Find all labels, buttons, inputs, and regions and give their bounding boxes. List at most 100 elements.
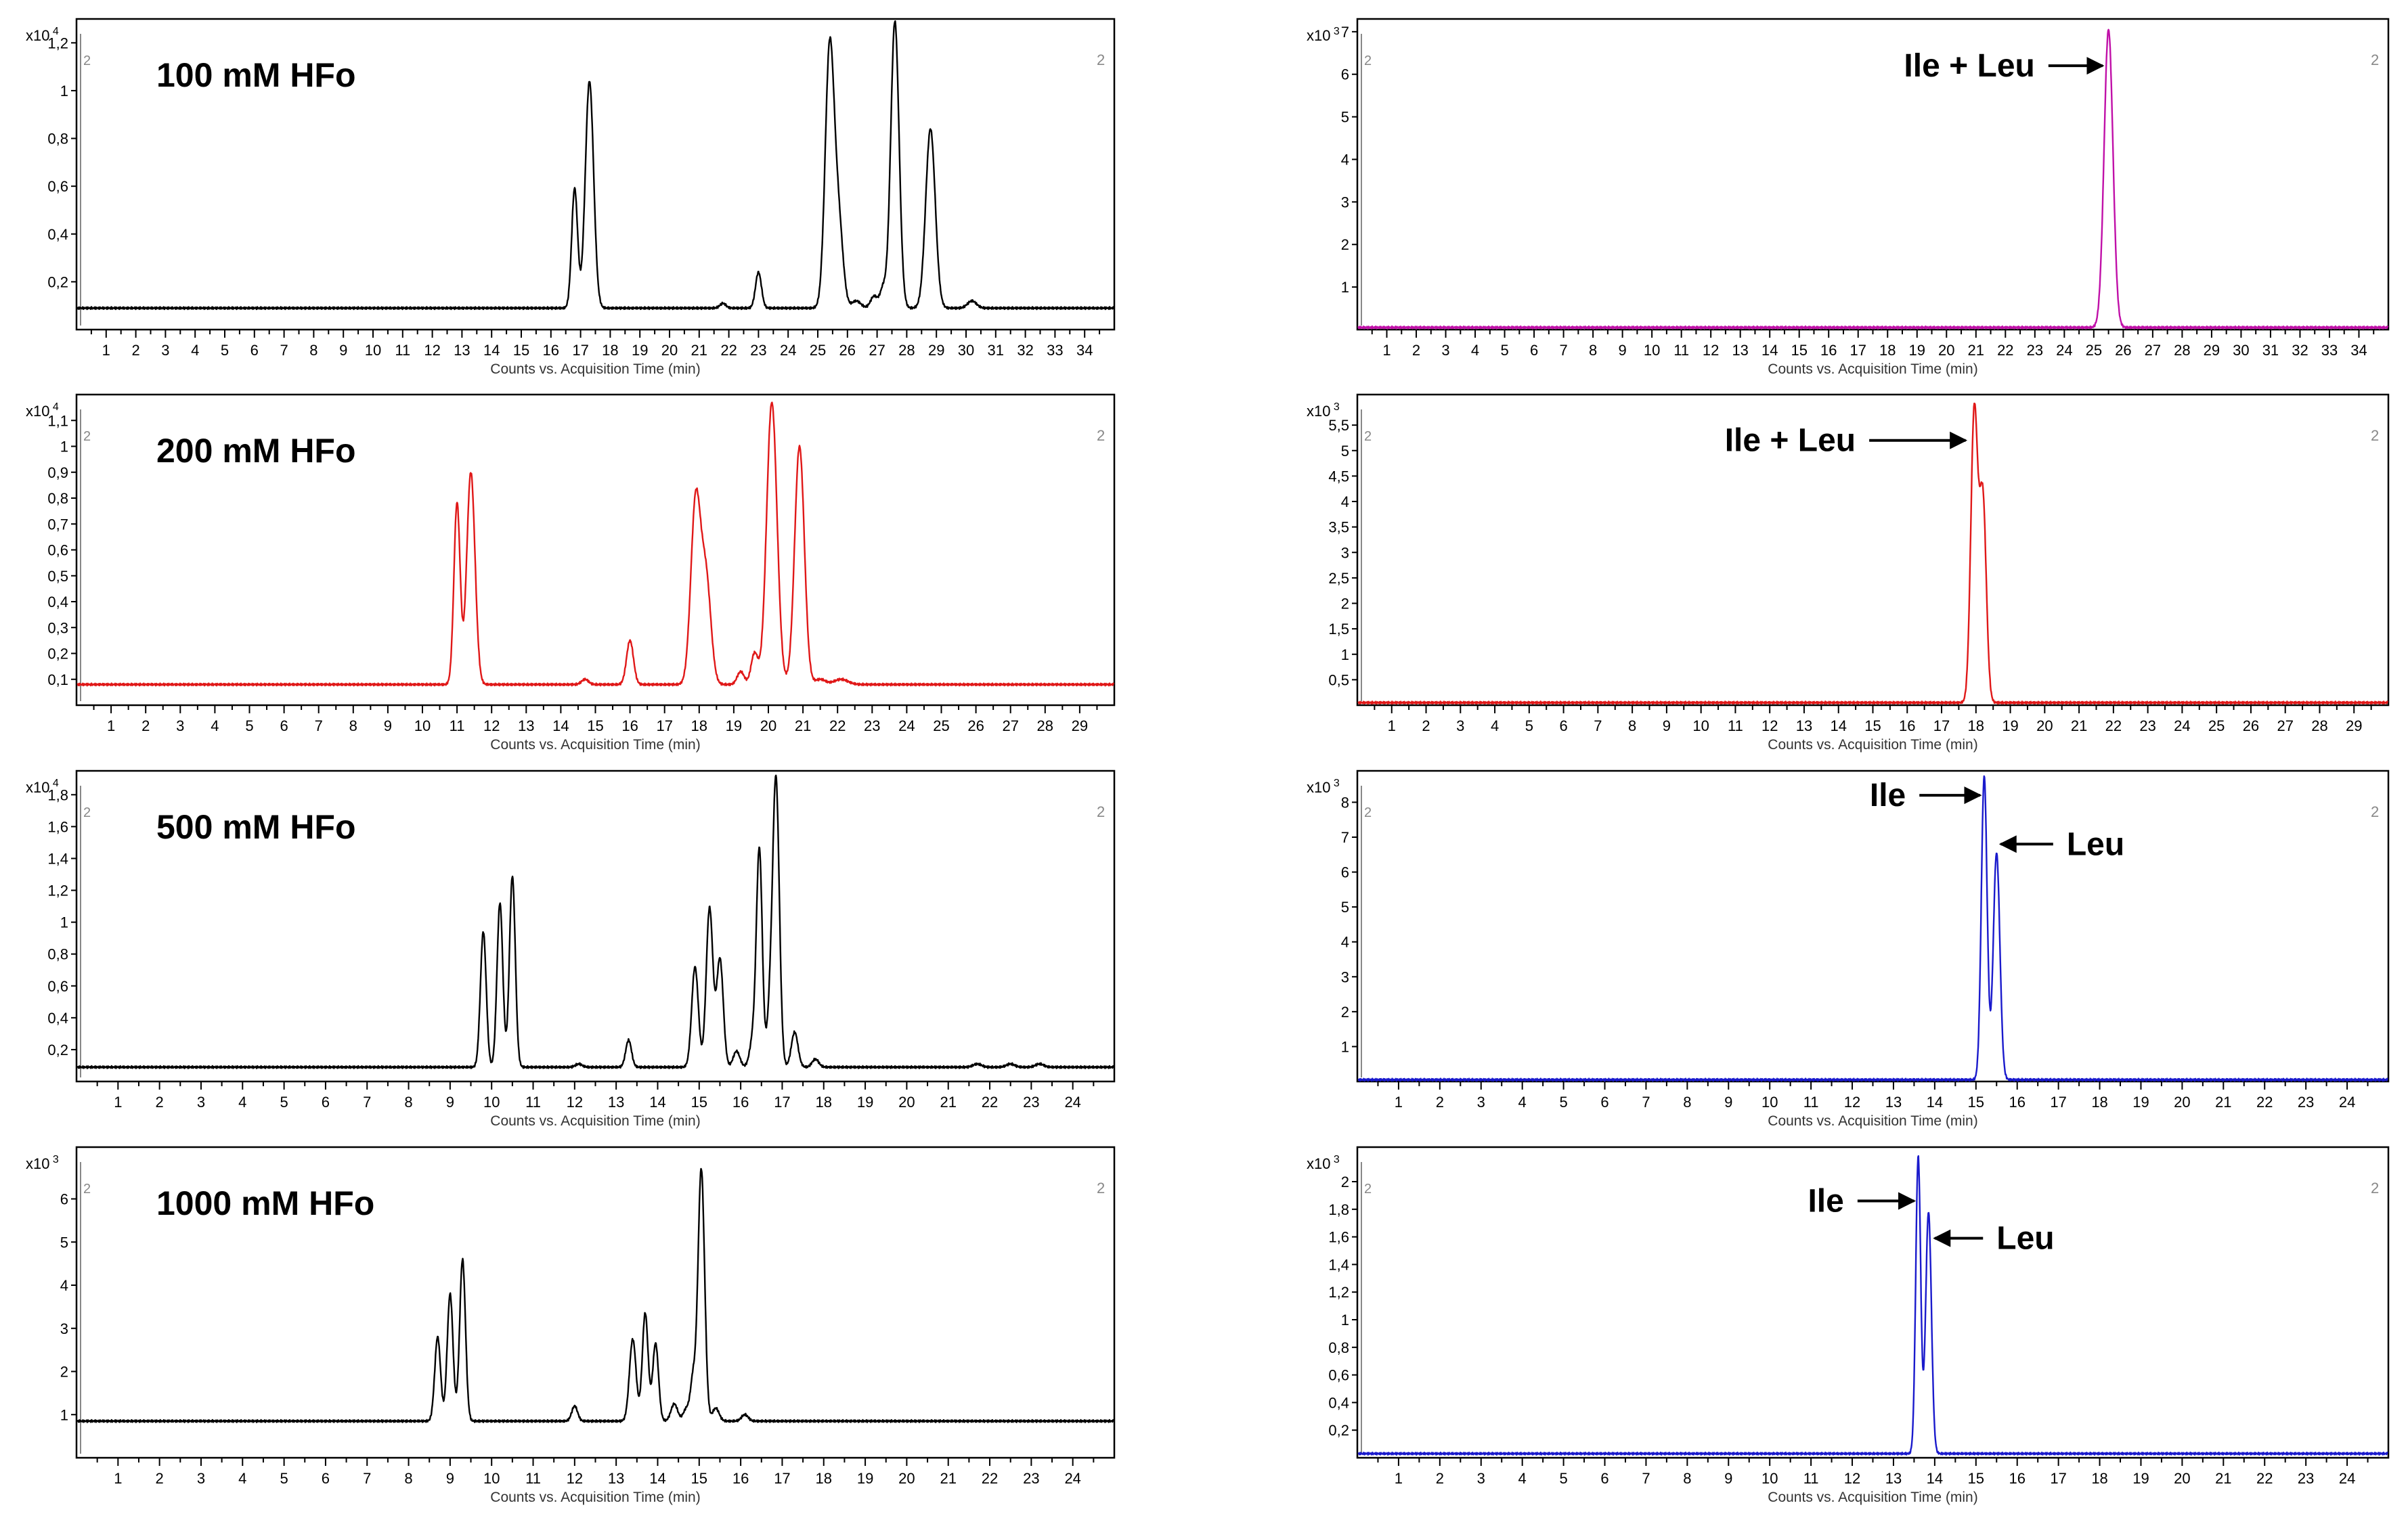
peak-annotation: Ile + Leu	[1725, 423, 1856, 459]
x-tick-label: 22	[2256, 1470, 2273, 1487]
x-tick-label: 20	[2174, 1094, 2190, 1111]
x-tick-label: 11	[1803, 1470, 1819, 1487]
x-tick-label: 32	[2292, 342, 2308, 359]
y-multiplier: x10 3	[1307, 26, 1340, 44]
x-tick-label: 21	[691, 342, 707, 359]
x-tick-label: 19	[2002, 717, 2018, 734]
y-tick-label: 1,2	[47, 35, 68, 51]
x-tick-label: 30	[2233, 342, 2249, 359]
x-tick-label: 12	[483, 717, 500, 734]
x-tick-label: 17	[2050, 1470, 2066, 1487]
x-tick-label: 1	[102, 342, 110, 359]
x-tick-label: 13	[1885, 1470, 1902, 1487]
y-tick-label: 0,2	[1328, 1422, 1349, 1439]
right-marker: 2	[2371, 427, 2379, 444]
x-tick-label: 2	[131, 342, 139, 359]
y-tick-label: 0,6	[47, 178, 68, 195]
x-tick-label: 18	[602, 342, 618, 359]
x-tick-label: 12	[424, 342, 440, 359]
y-tick-label: 1	[1341, 1038, 1349, 1055]
x-tick-label: 10	[1692, 717, 1709, 734]
x-tick-label: 25	[2086, 342, 2102, 359]
y-tick-label: 1	[60, 83, 68, 99]
x-tick-label: 7	[1642, 1470, 1650, 1487]
x-tick-label: 8	[1683, 1470, 1691, 1487]
left-marker: 2	[1364, 53, 1372, 68]
y-tick-label: 1	[60, 1406, 68, 1423]
x-tick-label: 12	[1844, 1470, 1860, 1487]
x-tick-label: 7	[363, 1094, 371, 1111]
x-tick-label: 13	[518, 717, 534, 734]
x-tick-label: 23	[1023, 1470, 1039, 1487]
x-tick-label: 6	[280, 717, 288, 734]
x-axis-label: Counts vs. Acquisition Time (min)	[490, 1113, 700, 1129]
panel-title: 200 mM HFo	[156, 432, 356, 470]
plot-frame	[1356, 769, 2390, 1083]
y-tick-label: 2	[1341, 1174, 1349, 1190]
x-tick-label: 1	[107, 717, 115, 734]
x-tick-label: 13	[1732, 342, 1748, 359]
y-tick-label: 1	[1341, 646, 1349, 663]
y-tick-label: 3,5	[1328, 519, 1349, 536]
x-tick-label: 17	[774, 1470, 790, 1487]
x-tick-label: 18	[1968, 717, 1984, 734]
x-tick-label: 16	[1820, 342, 1837, 359]
x-axis-label: Counts vs. Acquisition Time (min)	[1768, 1490, 1977, 1505]
left-marker: 2	[83, 429, 91, 444]
x-tick-label: 14	[552, 717, 569, 734]
peak-annotation: Ile	[1870, 778, 1906, 813]
x-tick-label: 16	[543, 342, 559, 359]
x-tick-label: 5	[245, 717, 253, 734]
y-tick-label: 7	[1341, 24, 1349, 41]
x-tick-label: 6	[1559, 717, 1567, 734]
panel-title: 100 mM HFo	[156, 56, 356, 94]
x-tick-label: 6	[1600, 1094, 1608, 1111]
x-tick-label: 4	[238, 1094, 246, 1111]
y-multiplier: x10 4	[26, 778, 59, 796]
right-marker: 2	[2371, 51, 2379, 68]
x-tick-label: 3	[176, 717, 184, 734]
x-tick-label: 14	[1927, 1094, 1943, 1111]
x-tick-label: 24	[2174, 717, 2190, 734]
x-tick-label: 2	[1422, 717, 1430, 734]
series-line	[76, 774, 1114, 1069]
x-axis-label: Counts vs. Acquisition Time (min)	[490, 1490, 700, 1505]
x-axis-label: Counts vs. Acquisition Time (min)	[1768, 361, 1977, 377]
x-tick-label: 9	[1724, 1470, 1732, 1487]
x-tick-label: 20	[898, 1094, 915, 1111]
x-tick-label: 20	[1938, 342, 1954, 359]
x-tick-label: 7	[1642, 1094, 1650, 1111]
x-tick-label: 29	[2346, 717, 2362, 734]
x-tick-label: 23	[2298, 1470, 2314, 1487]
x-tick-label: 10	[483, 1094, 500, 1111]
y-tick-label: 0,3	[47, 619, 68, 636]
x-tick-label: 8	[404, 1470, 412, 1487]
x-tick-label: 24	[780, 342, 796, 359]
x-tick-label: 18	[816, 1470, 832, 1487]
x-tick-label: 14	[1927, 1470, 1943, 1487]
right-marker: 2	[2371, 1180, 2379, 1197]
x-tick-label: 22	[982, 1470, 998, 1487]
x-tick-label: 23	[750, 342, 766, 359]
x-tick-label: 5	[280, 1470, 288, 1487]
x-tick-label: 7	[363, 1470, 371, 1487]
x-tick-label: 21	[2215, 1094, 2231, 1111]
y-tick-label: 0,8	[47, 131, 68, 148]
y-tick-label: 0,9	[47, 464, 68, 481]
x-tick-label: 13	[1796, 717, 1812, 734]
y-tick-label: 2	[1341, 236, 1349, 253]
x-tick-label: 33	[2321, 342, 2338, 359]
y-tick-label: 0,2	[47, 646, 68, 663]
x-tick-label: 1	[1395, 1470, 1403, 1487]
left-marker: 2	[1364, 805, 1372, 820]
series-line	[1357, 28, 2389, 330]
x-tick-label: 9	[446, 1470, 454, 1487]
y-tick-label: 1,8	[47, 786, 68, 803]
x-tick-label: 21	[1968, 342, 1984, 359]
x-tick-label: 11	[450, 717, 465, 734]
x-tick-label: 8	[1683, 1094, 1691, 1111]
x-tick-label: 6	[322, 1094, 330, 1111]
y-tick-label: 1	[60, 914, 68, 931]
y-tick-label: 6	[1341, 864, 1349, 881]
